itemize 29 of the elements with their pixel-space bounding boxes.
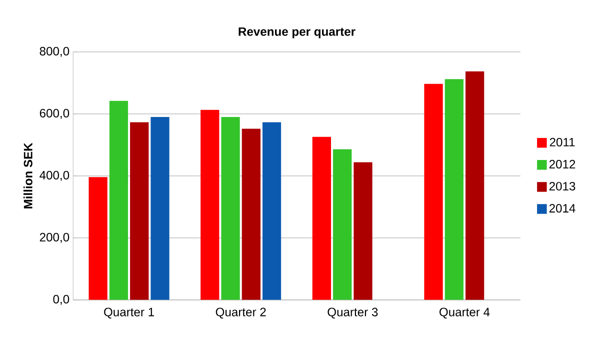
legend-label: 2014 [549,204,576,213]
y-tick-label: 200,0 [40,233,70,244]
bar [262,122,282,300]
bar [88,177,108,300]
bar [150,117,170,300]
y-tick-label: 0,0 [53,295,70,306]
bar [444,79,464,300]
bar [424,84,443,300]
bar [221,117,240,300]
bar [354,162,372,300]
x-tick-label: Quarter 4 [440,308,490,319]
x-tick-label: Quarter 2 [216,308,266,319]
bar [130,122,149,300]
x-tick-label: Quarter 1 [104,308,154,319]
legend-label: 2013 [549,182,576,191]
bar [200,110,220,300]
y-axis-title: Million SEK [24,142,32,208]
bar [109,100,128,300]
y-tick-label: 600,0 [40,109,70,120]
bar [466,72,484,300]
legend-label: 2012 [549,160,576,169]
bar [333,149,352,300]
y-tick-label: 800,0 [40,47,70,58]
bar [242,128,260,300]
x-tick-label: Quarter 3 [328,308,378,319]
y-tick-label: 400,0 [40,171,70,182]
bar [312,136,332,300]
chart-title: Revenue per quarter [238,28,356,38]
legend-label: 2011 [550,138,575,147]
